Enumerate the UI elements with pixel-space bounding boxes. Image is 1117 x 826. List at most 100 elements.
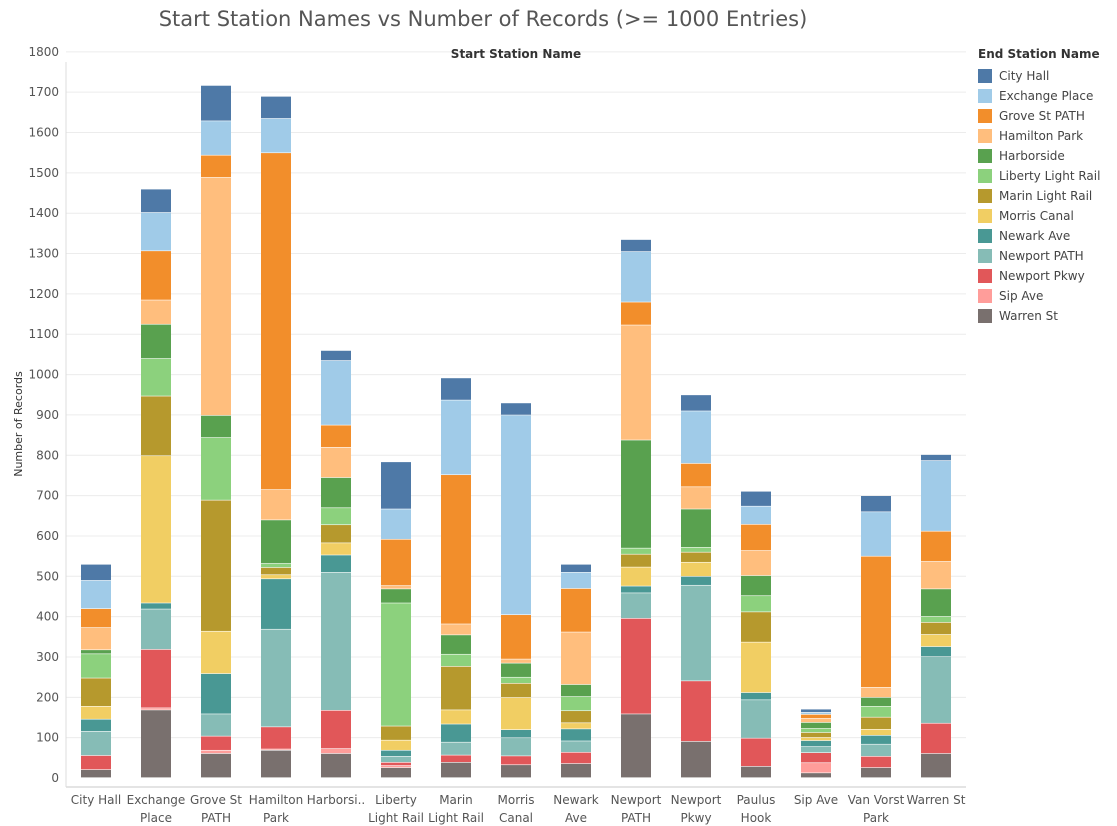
x-tick-label: Morris	[498, 793, 535, 807]
y-tick-label: 700	[36, 489, 59, 503]
bar-segment	[321, 447, 351, 478]
y-tick-label: 1000	[28, 368, 59, 382]
bar-segment	[921, 460, 951, 531]
bar-segment	[621, 554, 651, 567]
legend-label: Newport PATH	[999, 249, 1084, 263]
bar-segment	[441, 755, 471, 763]
legend-item[interactable]: City Hall	[978, 66, 1113, 86]
bar-segment	[501, 663, 531, 677]
legend-item[interactable]: Newport Pkwy	[978, 266, 1113, 286]
bar-segment	[861, 744, 891, 757]
legend-label: Liberty Light Rail	[999, 169, 1101, 183]
legend-swatch	[978, 129, 992, 143]
bar-segment	[321, 555, 351, 573]
bar-segment	[741, 575, 771, 596]
bar-segment	[741, 700, 771, 738]
legend-item[interactable]: Sip Ave	[978, 286, 1113, 306]
bar-segment	[441, 742, 471, 755]
y-tick-label: 1700	[28, 85, 59, 99]
bar-segment	[681, 562, 711, 577]
legend-item[interactable]: Marin Light Rail	[978, 186, 1113, 206]
bar-segment	[681, 585, 711, 681]
bar-segment	[441, 378, 471, 400]
bar-segment	[621, 548, 651, 554]
legend-swatch	[978, 69, 992, 83]
y-tick-label: 600	[36, 529, 59, 543]
bar-segment	[501, 415, 531, 615]
y-tick-label: 1600	[28, 126, 59, 140]
legend-label: Harborside	[999, 149, 1065, 163]
bar-segment	[81, 654, 111, 678]
legend-title: End Station Name	[978, 47, 1100, 61]
bar-segment	[801, 718, 831, 723]
bar-segment	[621, 593, 651, 619]
legend-item[interactable]: Newport PATH	[978, 246, 1113, 266]
x-tick-label: Park	[263, 811, 289, 825]
bar-segment	[81, 564, 111, 581]
bar-segment	[861, 767, 891, 778]
bar-segment	[921, 656, 951, 723]
bar-segment	[621, 586, 651, 593]
bar-segment	[801, 740, 831, 747]
bar-segment	[321, 425, 351, 447]
x-tick-label: Newport	[611, 793, 662, 807]
bar-segment	[861, 496, 891, 512]
legend-item[interactable]: Liberty Light Rail	[978, 166, 1113, 186]
bar-segment	[441, 624, 471, 635]
legend-label: Exchange Place	[999, 89, 1094, 103]
bar-segment	[801, 732, 831, 738]
bar-segment	[441, 654, 471, 667]
bar-segment	[741, 524, 771, 551]
bar-segment	[741, 491, 771, 506]
bar-segment	[561, 711, 591, 723]
bar-segment	[261, 727, 291, 749]
legend-item[interactable]: Morris Canal	[978, 206, 1113, 226]
bar-segment	[621, 440, 651, 548]
bar-segment	[501, 697, 531, 730]
bar-segment	[201, 673, 231, 714]
legend-item[interactable]: Exchange Place	[978, 86, 1113, 106]
bar-segment	[141, 212, 171, 251]
legend: End Station Name City Hall Exchange Place…	[978, 47, 1113, 326]
bar-segment	[681, 741, 711, 778]
bar-segment	[741, 596, 771, 612]
bar-segment	[381, 750, 411, 757]
bar-segment	[201, 155, 231, 178]
bar-segment	[921, 622, 951, 635]
legend-item[interactable]: Newark Ave	[978, 226, 1113, 246]
legend-item[interactable]: Grove St PATH	[978, 106, 1113, 126]
legend-item[interactable]: Harborside	[978, 146, 1113, 166]
bar-segment	[501, 677, 531, 683]
bar-segment	[861, 687, 891, 698]
bar-segment	[381, 539, 411, 586]
y-tick-label: 500	[36, 569, 59, 583]
x-tick-label: Pkwy	[680, 811, 711, 825]
x-tick-label: Warren St	[907, 793, 966, 807]
bar-segment	[81, 769, 111, 778]
bar-segment	[141, 649, 171, 708]
bar-segment	[801, 773, 831, 778]
legend-label: Newark Ave	[999, 229, 1071, 243]
bar-segment	[81, 719, 111, 732]
bar-segment	[81, 580, 111, 609]
bar-segment	[201, 750, 231, 754]
x-tick-label: Sip Ave	[794, 793, 838, 807]
bar-segment	[381, 585, 411, 589]
bar-segment	[501, 765, 531, 778]
bar-segment	[861, 512, 891, 556]
bar-segment	[681, 463, 711, 487]
y-tick-label: 800	[36, 448, 59, 462]
bar-segment	[321, 572, 351, 711]
legend-item[interactable]: Warren St	[978, 306, 1113, 326]
x-axis-title: Start Station Name	[451, 47, 581, 61]
bar-segment	[681, 487, 711, 509]
bar-segment	[261, 489, 291, 520]
bar-segment	[201, 121, 231, 155]
bar-segment	[561, 741, 591, 752]
bar-segment	[501, 659, 531, 663]
x-tick-label: PATH	[201, 811, 231, 825]
x-tick-label: Hamilton	[249, 793, 303, 807]
legend-swatch	[978, 289, 992, 303]
legend-item[interactable]: Hamilton Park	[978, 126, 1113, 146]
bar-segment	[81, 627, 111, 650]
